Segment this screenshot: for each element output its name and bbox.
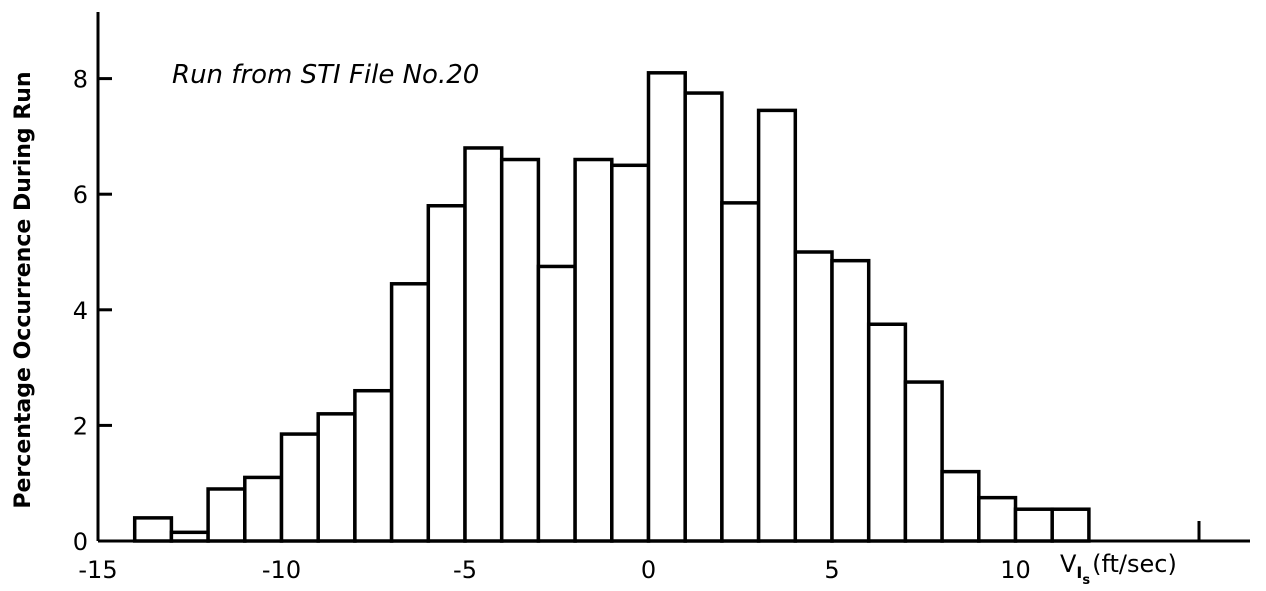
x-axis-subscript-sub: s [1082,573,1090,588]
x-tick-label: -15 [78,556,117,584]
ticks-group: -15 -10 -5 0 5 10 0 2 4 6 8 [73,66,1201,584]
histogram-bar [793,250,834,543]
x-axis-title: VIs(ft/sec) [1060,550,1177,588]
x-tick-label: 10 [1000,556,1031,584]
histogram-bar [536,264,577,543]
x-axis-symbol: V [1060,550,1077,578]
y-tick-label: 2 [73,412,88,440]
histogram-bar [389,282,431,543]
histogram-bar [353,388,394,543]
histogram-bar [756,108,798,543]
histogram-bar [463,146,504,543]
histogram-bar [499,157,541,543]
histogram-bar [206,487,247,543]
histogram-bar [573,157,614,543]
run-annotation: Run from STI File No.20 [172,60,479,90]
histogram-bar [132,516,174,543]
x-tick-label: -5 [453,556,477,584]
histogram-bar [610,163,651,543]
x-axis-subscript: I [1076,563,1082,582]
x-tick-label: 0 [641,556,656,584]
histogram-bar [866,322,908,543]
x-tick-label: 5 [824,556,839,584]
y-tick-label: 8 [73,66,88,94]
histogram-bar [646,71,687,543]
histogram-bar [426,204,467,543]
histogram-bar [903,380,944,543]
histogram-bar [279,432,320,543]
axes-group [96,12,1250,543]
histogram-bar [940,469,981,543]
bars-group [132,71,1091,543]
histogram-bar [243,475,284,543]
y-axis-title: Percentage Occurrence During Run [11,71,36,508]
histogram-bar [977,495,1018,543]
histogram-bar [316,412,357,543]
x-axis-unit: (ft/sec) [1092,550,1177,578]
histogram-bar [1013,507,1054,543]
histogram-bar [683,91,724,543]
histogram-bar [1050,507,1091,543]
y-tick-label: 4 [73,297,88,325]
y-tick-label: 0 [73,528,88,556]
x-tick-label: -10 [262,556,301,584]
y-tick-label: 6 [73,181,88,209]
histogram-bar [830,258,871,543]
histogram-bar [720,201,761,543]
